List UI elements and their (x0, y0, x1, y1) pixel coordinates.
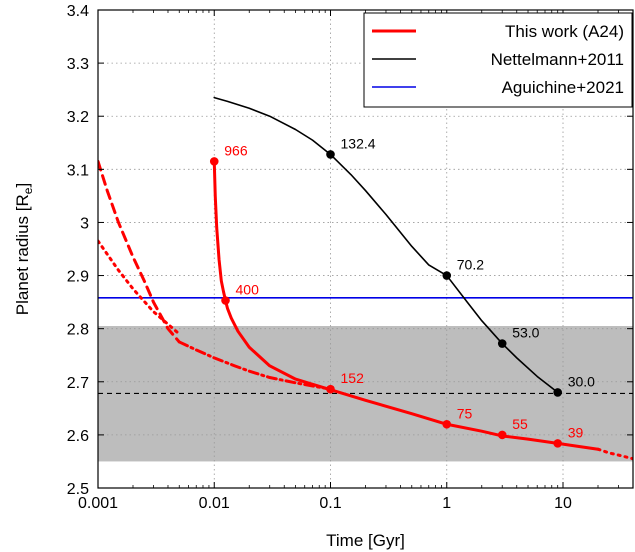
y-axis-label-main: Planet radius [R (13, 194, 32, 315)
data-point-marker (326, 150, 335, 159)
y-tick-label: 3.4 (67, 3, 89, 20)
data-point-label: 966 (224, 142, 248, 158)
x-tick-label: 0.1 (319, 495, 341, 512)
series-line-2 (98, 159, 181, 344)
data-point-marker (497, 339, 507, 348)
x-tick-label: 10 (554, 495, 572, 512)
tick-layer: 0.001 0.01 0.1 1 10 2.5 2.6 2.7 2.8 2.9 3 3.1 3.2 3.3… (67, 3, 634, 512)
y-tick-label: 2.5 (67, 481, 89, 498)
series-line-0 (212, 159, 600, 451)
y-tick-label: 2.6 (67, 428, 89, 445)
legend-label: Nettelmann+2011 (491, 50, 624, 69)
data-point-label: 55 (512, 416, 528, 432)
x-axis-label: Time [Gyr] (326, 531, 405, 550)
data-point-marker (221, 296, 230, 305)
legend-label: This work (A24) (505, 22, 624, 41)
data-point-label: 400 (236, 282, 260, 298)
data-point-marker (553, 388, 562, 397)
y-tick-label: 3.3 (67, 56, 89, 73)
series-line-1 (596, 447, 633, 461)
data-point-label: 39 (568, 424, 584, 440)
x-tick-label: 0.01 (199, 495, 230, 512)
y-tick-label: 2.8 (67, 322, 89, 339)
y-tick-label: 3.1 (67, 162, 89, 179)
y-tick-label: 3 (80, 215, 89, 232)
x-tick-label: 1 (442, 495, 451, 512)
data-point-marker (209, 157, 219, 166)
data-point-label: 70.2 (457, 257, 484, 273)
data-point-marker (326, 384, 335, 394)
data-point-label: 30.0 (568, 373, 595, 389)
series-line-4 (177, 340, 332, 391)
y-tick-label: 2.9 (67, 269, 89, 286)
data-point-label: 152 (341, 370, 365, 386)
x-tick-label: 0.001 (78, 495, 118, 512)
y-axis-label: Planet radius [Re] (13, 183, 35, 315)
legend-box (363, 12, 633, 108)
y-tick-label: 2.7 (67, 375, 89, 392)
legend: This work (A24) Nettelmann+2011 Aguichine+… (363, 12, 633, 108)
data-point-marker (553, 439, 562, 448)
grid-layer (98, 10, 633, 488)
marker-layer: 966 400 152 75 55 39 132.4 70.2 53.0 30.0 (209, 135, 595, 448)
data-point-marker (497, 430, 507, 440)
data-point-label: 53.0 (512, 325, 539, 341)
series-line-3 (98, 239, 181, 336)
y-axis-label-sub: e (21, 187, 35, 194)
y-axis-label-close: ] (13, 183, 32, 188)
data-point-marker (442, 271, 452, 280)
legend-label: Aguichine+2021 (502, 78, 624, 97)
y-tick-label: 3.2 (67, 109, 89, 126)
data-point-marker (442, 419, 452, 429)
data-point-label: 75 (457, 405, 473, 421)
data-point-label: 132.4 (341, 135, 376, 151)
